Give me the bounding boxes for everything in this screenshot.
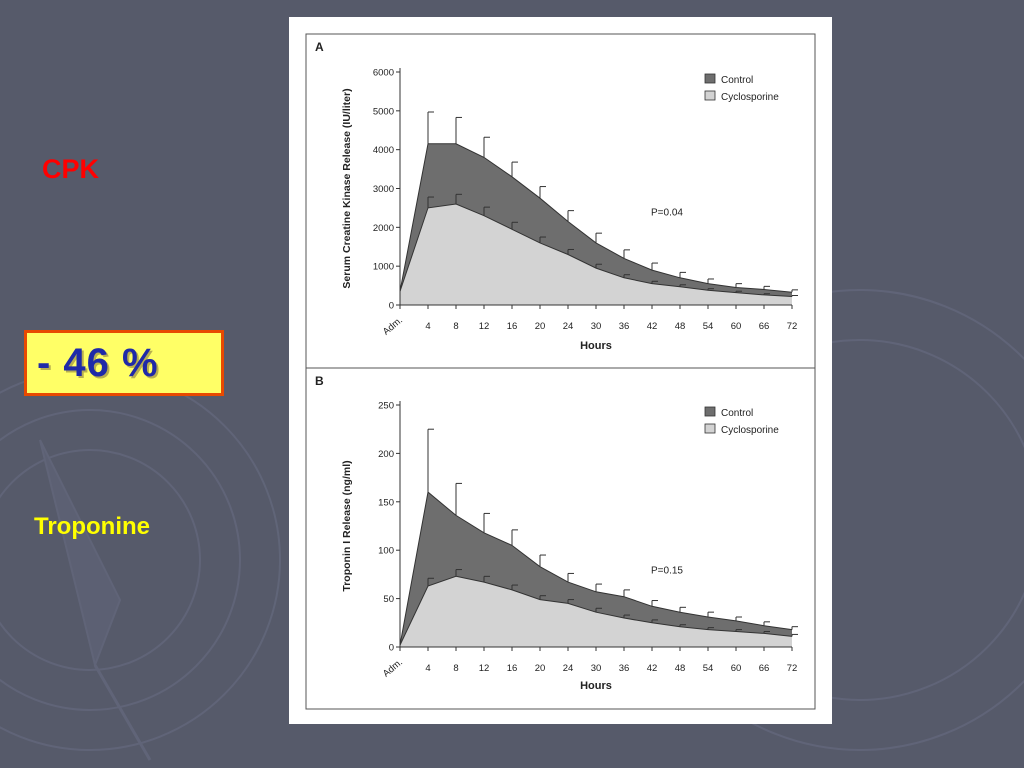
legend-label-control: Control <box>721 75 753 86</box>
series-area-cyclosporine <box>400 576 792 647</box>
x-tick-label: Adm. <box>381 315 405 338</box>
x-tick-label: 66 <box>759 663 770 674</box>
x-tick-label: 24 <box>563 663 574 674</box>
x-tick-label: Adm. <box>381 657 405 680</box>
legend-swatch-control <box>704 406 716 417</box>
x-tick-label: 16 <box>507 663 518 674</box>
y-tick-label: 0 <box>389 301 394 312</box>
y-tick-label: 200 <box>378 449 394 460</box>
x-tick-label: 48 <box>675 663 686 674</box>
legend-swatch-cyclosporine <box>704 90 716 101</box>
legend-swatch-cyclosporine <box>704 423 716 434</box>
legend-label-cyclosporine: Cyclosporine <box>721 425 779 436</box>
x-tick-label: 72 <box>787 663 798 674</box>
reduction-percent: - 46 % <box>37 341 159 385</box>
y-axis-label: Troponin I Release (ng/ml) <box>341 460 353 591</box>
x-tick-label: 72 <box>787 321 798 332</box>
legend-label-cyclosporine: Cyclosporine <box>721 92 779 103</box>
y-tick-label: 6000 <box>373 68 394 79</box>
figure-panel: A 0 1000 2000 3000 4000 5000 6000 Serum Creatine… <box>289 17 832 724</box>
y-tick-label: 0 <box>389 643 394 654</box>
x-tick-label: 54 <box>703 321 714 332</box>
series-line-cyclosporine <box>399 575 793 646</box>
legend-swatch-control <box>704 73 716 84</box>
y-tick-label: 50 <box>383 594 394 605</box>
x-axis-label: Hours <box>580 680 612 692</box>
x-tick-label: 4 <box>425 663 430 674</box>
series-line-control <box>399 143 793 293</box>
x-tick-label: 12 <box>479 663 490 674</box>
y-tick-label: 5000 <box>373 106 394 117</box>
panel-letter: B <box>315 374 324 388</box>
y-tick-label: 150 <box>378 497 394 508</box>
x-tick-label: 48 <box>675 321 686 332</box>
x-tick-label: 4 <box>425 321 430 332</box>
y-tick-label: 4000 <box>373 145 394 156</box>
p-value-annotation: P=0.15 <box>651 565 683 576</box>
legend-label-control: Control <box>721 408 753 419</box>
x-tick-label: 30 <box>591 321 602 332</box>
troponine-label: Troponine <box>34 513 150 540</box>
y-tick-label: 3000 <box>373 184 394 195</box>
x-tick-label: 8 <box>453 663 458 674</box>
reduction-callout-box: - 46 % <box>24 330 224 396</box>
x-tick-label: 24 <box>563 321 574 332</box>
x-tick-label: 36 <box>619 321 630 332</box>
x-tick-label: 60 <box>731 663 742 674</box>
x-tick-label: 54 <box>703 663 714 674</box>
panel-letter: A <box>315 40 324 54</box>
x-tick-label: 42 <box>647 321 658 332</box>
y-tick-label: 100 <box>378 546 394 557</box>
y-tick-label: 2000 <box>373 223 394 234</box>
x-tick-label: 60 <box>731 321 742 332</box>
x-axis-label: Hours <box>580 340 612 352</box>
chart-panel-a: A 0 1000 2000 3000 4000 5000 6000 Serum Creatine… <box>305 33 816 369</box>
y-axis-label: Serum Creatine Kinase Release (IU/liter) <box>341 88 353 288</box>
cpk-label: CPK <box>42 154 100 184</box>
x-tick-label: 42 <box>647 663 658 674</box>
panel-frame <box>305 367 816 710</box>
x-tick-label: 16 <box>507 321 518 332</box>
chart-panel-b: B 0 50 100 150 200 250 Troponin I Release (ng/m… <box>305 367 816 710</box>
y-tick-label: 1000 <box>373 262 394 273</box>
x-tick-label: 66 <box>759 321 770 332</box>
y-tick-label: 250 <box>378 401 394 412</box>
x-tick-label: 20 <box>535 663 546 674</box>
x-tick-label: 8 <box>453 321 458 332</box>
x-tick-label: 20 <box>535 321 546 332</box>
x-tick-label: 36 <box>619 663 630 674</box>
p-value-annotation: P=0.04 <box>651 208 683 219</box>
series-area-cyclosporine <box>400 204 792 305</box>
x-tick-label: 12 <box>479 321 490 332</box>
x-tick-label: 30 <box>591 663 602 674</box>
